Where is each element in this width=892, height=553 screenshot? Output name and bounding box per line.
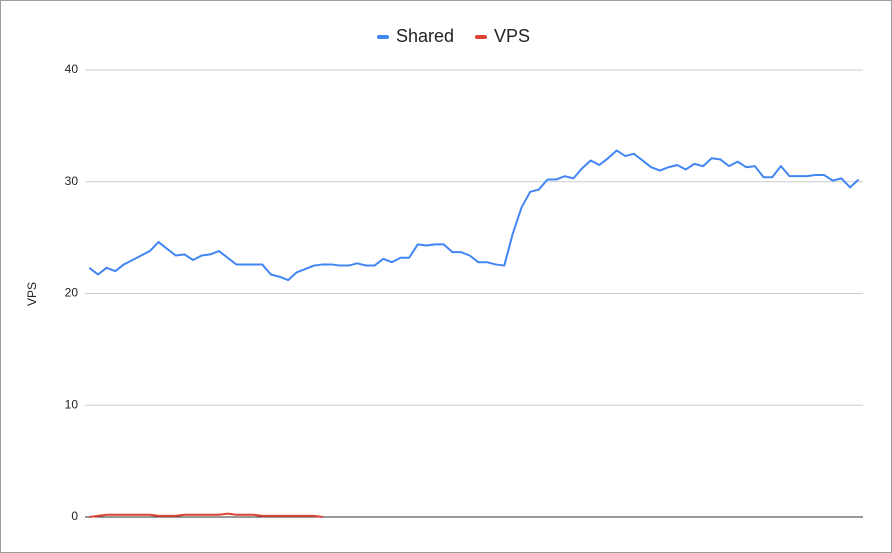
legend-swatch: [377, 35, 389, 39]
y-axis-title: VPS: [25, 282, 39, 306]
series-line: [88, 149, 860, 282]
series-line: [89, 512, 323, 518]
y-tick-label: 30: [65, 174, 79, 188]
y-tick-label: 10: [65, 397, 79, 411]
y-tick-label: 20: [65, 286, 79, 300]
legend-swatch: [475, 35, 487, 39]
legend-label: Shared: [396, 26, 454, 46]
legend-label: VPS: [494, 26, 530, 46]
y-tick-label: 40: [65, 62, 79, 76]
y-tick-label: 0: [71, 509, 78, 523]
